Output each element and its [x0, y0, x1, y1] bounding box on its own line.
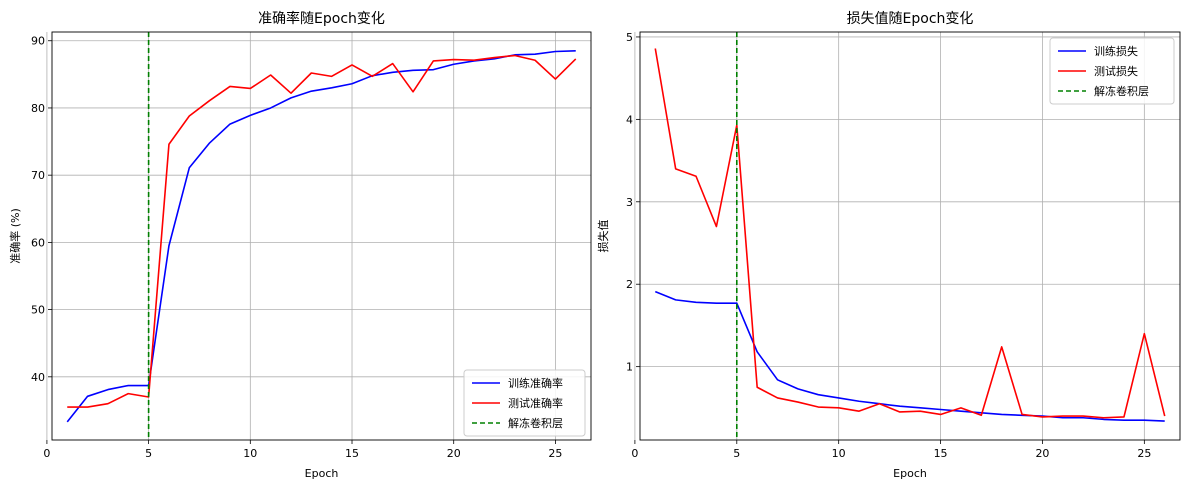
x-tick-label: 25	[548, 447, 562, 460]
x-tick-label: 10	[832, 447, 846, 460]
chart-title: 准确率随Epoch变化	[258, 10, 385, 27]
legend-label: 解冻卷积层	[1094, 84, 1149, 98]
axes-frame	[639, 31, 1181, 441]
legend-label: 测试损失	[1094, 64, 1138, 78]
x-tick-label: 5	[733, 447, 740, 460]
y-tick-label: 50	[31, 304, 45, 317]
x-tick-label: 0	[43, 447, 50, 460]
x-axis-label: Epoch	[305, 467, 339, 480]
series-line-test	[654, 48, 1166, 419]
x-tick-label: 15	[345, 447, 359, 460]
x-axis-label: Epoch	[893, 467, 927, 480]
x-tick-label: 15	[934, 447, 948, 460]
chart-title: 损失值随Epoch变化	[847, 11, 974, 27]
y-tick-label: 60	[31, 236, 45, 249]
y-tick-label: 1	[626, 361, 633, 374]
x-tick-label: 25	[1137, 447, 1151, 460]
series-line-test	[67, 54, 577, 408]
accuracy-chart: 0 5 10 15 20 25 40 50 60 70 80 90 准确率随Epoch变化 Epoch 准确…	[8, 10, 592, 480]
axes-frame	[51, 31, 592, 441]
series-line-train	[66, 50, 576, 423]
legend-label: 解冻卷积层	[508, 416, 563, 430]
y-tick-label: 80	[31, 102, 45, 115]
loss-chart: 0 5 10 15 20 25 1 2 3 4 5 损失值随Epoch变化 Epoch 损失值 训练损失测试…	[596, 11, 1181, 480]
legend-box	[463, 369, 586, 437]
legend-box	[1049, 37, 1175, 105]
y-tick-label: 4	[626, 113, 633, 126]
x-tick-label: 20	[1035, 447, 1049, 460]
x-tick-label: 10	[243, 447, 257, 460]
series-line-train	[654, 290, 1165, 422]
y-tick-label: 2	[626, 278, 633, 291]
y-tick-label: 70	[31, 169, 45, 182]
y-tick-label: 3	[626, 196, 633, 209]
legend-label: 训练损失	[1094, 44, 1138, 58]
x-tick-label: 5	[145, 447, 152, 460]
y-tick-label: 40	[31, 371, 45, 384]
y-tick-label: 5	[626, 31, 633, 44]
x-tick-label: 20	[447, 447, 461, 460]
y-axis-label: 损失值	[596, 220, 610, 253]
legend-label: 测试准确率	[508, 396, 563, 410]
y-axis-label: 准确率 (%)	[8, 208, 22, 264]
x-tick-label: 0	[631, 447, 638, 460]
y-tick-label: 90	[31, 35, 45, 48]
legend-label: 训练准确率	[508, 376, 563, 390]
